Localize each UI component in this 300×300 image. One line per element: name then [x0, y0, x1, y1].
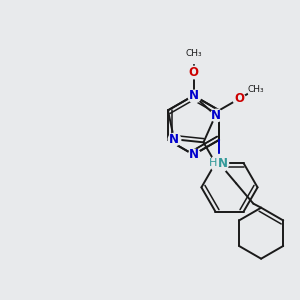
Text: N: N — [218, 157, 228, 170]
Text: CH₃: CH₃ — [247, 85, 264, 94]
Text: N: N — [188, 148, 199, 161]
Text: H: H — [209, 158, 218, 168]
Text: N: N — [169, 133, 179, 146]
Text: N: N — [211, 109, 220, 122]
Text: N: N — [188, 89, 199, 102]
Text: O: O — [188, 66, 199, 79]
Text: O: O — [234, 92, 244, 105]
Text: CH₃: CH₃ — [185, 49, 202, 58]
